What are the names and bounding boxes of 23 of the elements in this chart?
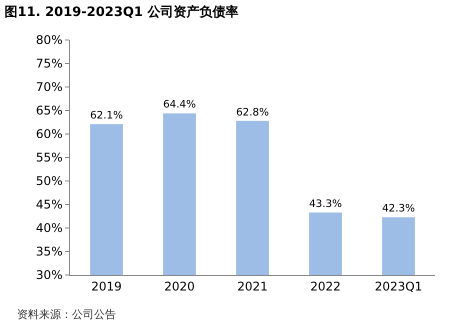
y-tick-label: 35% xyxy=(36,244,63,259)
x-tick-label: 2023Q1 xyxy=(374,279,422,294)
y-tick-label: 40% xyxy=(36,221,63,236)
x-tick-label: 2020 xyxy=(164,279,195,294)
y-tick-label: 30% xyxy=(36,268,63,282)
x-tick-label: 2021 xyxy=(237,279,268,294)
y-tick-label: 80% xyxy=(36,33,63,48)
text: 资料来源：公司公告 xyxy=(17,308,116,321)
y-tick-label: 55% xyxy=(36,150,63,165)
y-tick-label: 70% xyxy=(36,80,63,94)
y-tick-label: 60% xyxy=(36,127,63,142)
y-tick-label: 45% xyxy=(36,198,63,212)
x-tick-label: 2022 xyxy=(310,279,341,294)
y-tick-label: 50% xyxy=(36,174,63,188)
data-label: 64.4% xyxy=(163,98,196,111)
y-tick-label: 75% xyxy=(36,56,63,71)
data-label: 62.8% xyxy=(236,106,270,118)
data-label: 43.3% xyxy=(309,198,342,210)
x-tick-label: 2019 xyxy=(91,279,122,294)
chart-title: 图11. 2019-2023Q1 公司资产负债率 xyxy=(4,4,238,20)
data-label: 62.1% xyxy=(90,110,124,122)
data-label: 42.3% xyxy=(382,202,416,215)
y-tick-label: 65% xyxy=(36,104,63,118)
